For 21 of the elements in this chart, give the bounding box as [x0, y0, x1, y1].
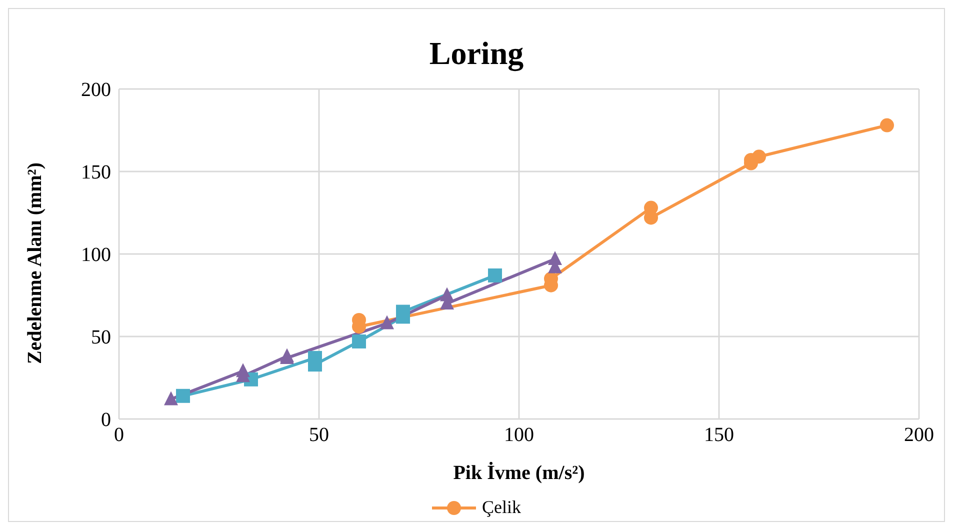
point	[752, 150, 766, 164]
point	[176, 388, 190, 403]
chart-title: Loring	[428, 34, 525, 74]
y-tick-label: 100	[81, 244, 111, 266]
y-axis-title: Zedelenme Alanı (mm²)	[24, 162, 46, 364]
x-tick-label: 150	[704, 424, 734, 446]
x-tick-label: 100	[504, 424, 534, 446]
point	[880, 118, 894, 132]
x-tick-label: 50	[309, 424, 329, 446]
y-tick-label: 50	[91, 326, 111, 349]
x-tick-label: 200	[904, 424, 934, 446]
x-axis-title: Pik İvme (m/s²)	[453, 461, 585, 484]
y-tick-label: 200	[81, 79, 111, 102]
point	[352, 334, 366, 348]
y-tick-label: 0	[101, 409, 111, 432]
point	[380, 315, 394, 330]
point	[488, 268, 502, 282]
legend-label: Çelik	[482, 497, 521, 518]
y-tick-label: 150	[81, 162, 111, 184]
point	[164, 391, 178, 406]
point	[644, 210, 658, 225]
